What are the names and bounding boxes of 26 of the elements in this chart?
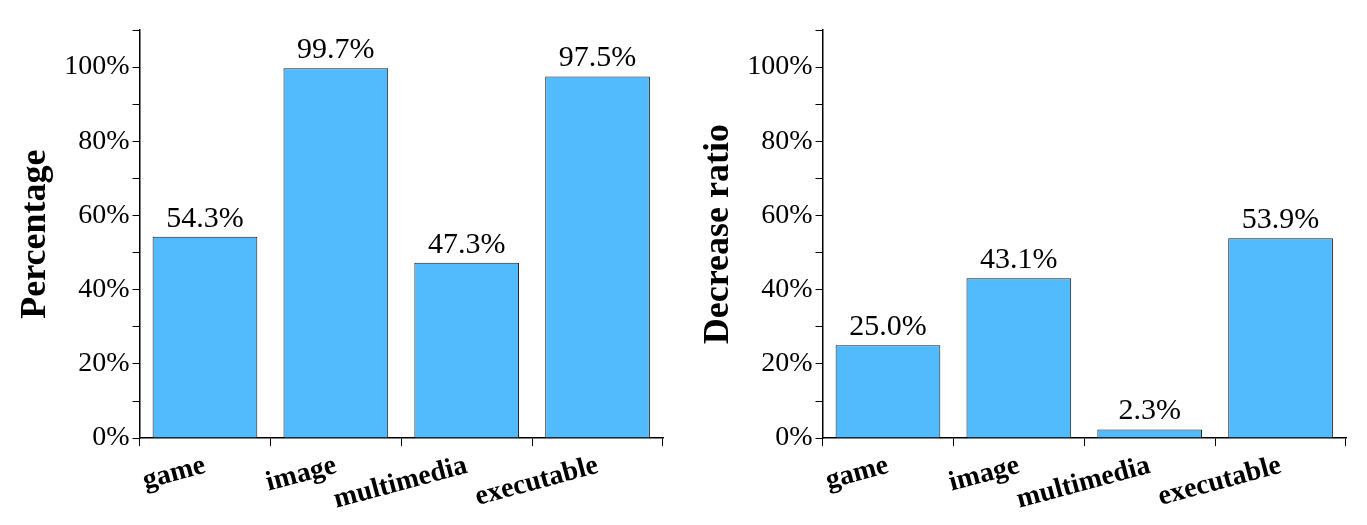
y-tick-label: 0%: [92, 420, 130, 452]
data-label: 54.3%: [166, 199, 244, 233]
y-axis-title: Decrease ratio: [695, 123, 736, 345]
data-label: 53.9%: [1241, 201, 1320, 235]
y-axis-title: Percentage: [12, 149, 53, 319]
data-label: 47.3%: [427, 225, 506, 259]
y-tick-label: 20%: [78, 346, 130, 378]
y-tick-label: 0%: [775, 420, 813, 452]
data-label: 2.3%: [1118, 392, 1181, 426]
x-tick-label: executable: [471, 448, 601, 511]
y-tick-label: 60%: [761, 197, 813, 229]
x-tick-label: game: [138, 448, 209, 495]
y-tick-label: 40%: [78, 272, 130, 304]
y-tick-label: 80%: [761, 123, 813, 155]
x-tick-label: game: [821, 448, 892, 495]
y-tick-label: 20%: [761, 346, 813, 378]
y-tick-label: 80%: [78, 123, 130, 155]
y-tick-label: 100%: [64, 49, 130, 81]
y-tick-label: 100%: [747, 49, 813, 81]
data-label: 43.1%: [980, 241, 1058, 275]
data-label: 97.5%: [558, 39, 637, 73]
data-label: 99.7%: [297, 31, 375, 65]
y-tick-label: 40%: [761, 272, 813, 304]
data-label: 25.0%: [849, 308, 927, 342]
x-tick-label: executable: [1154, 448, 1284, 511]
y-tick-label: 60%: [78, 197, 130, 229]
